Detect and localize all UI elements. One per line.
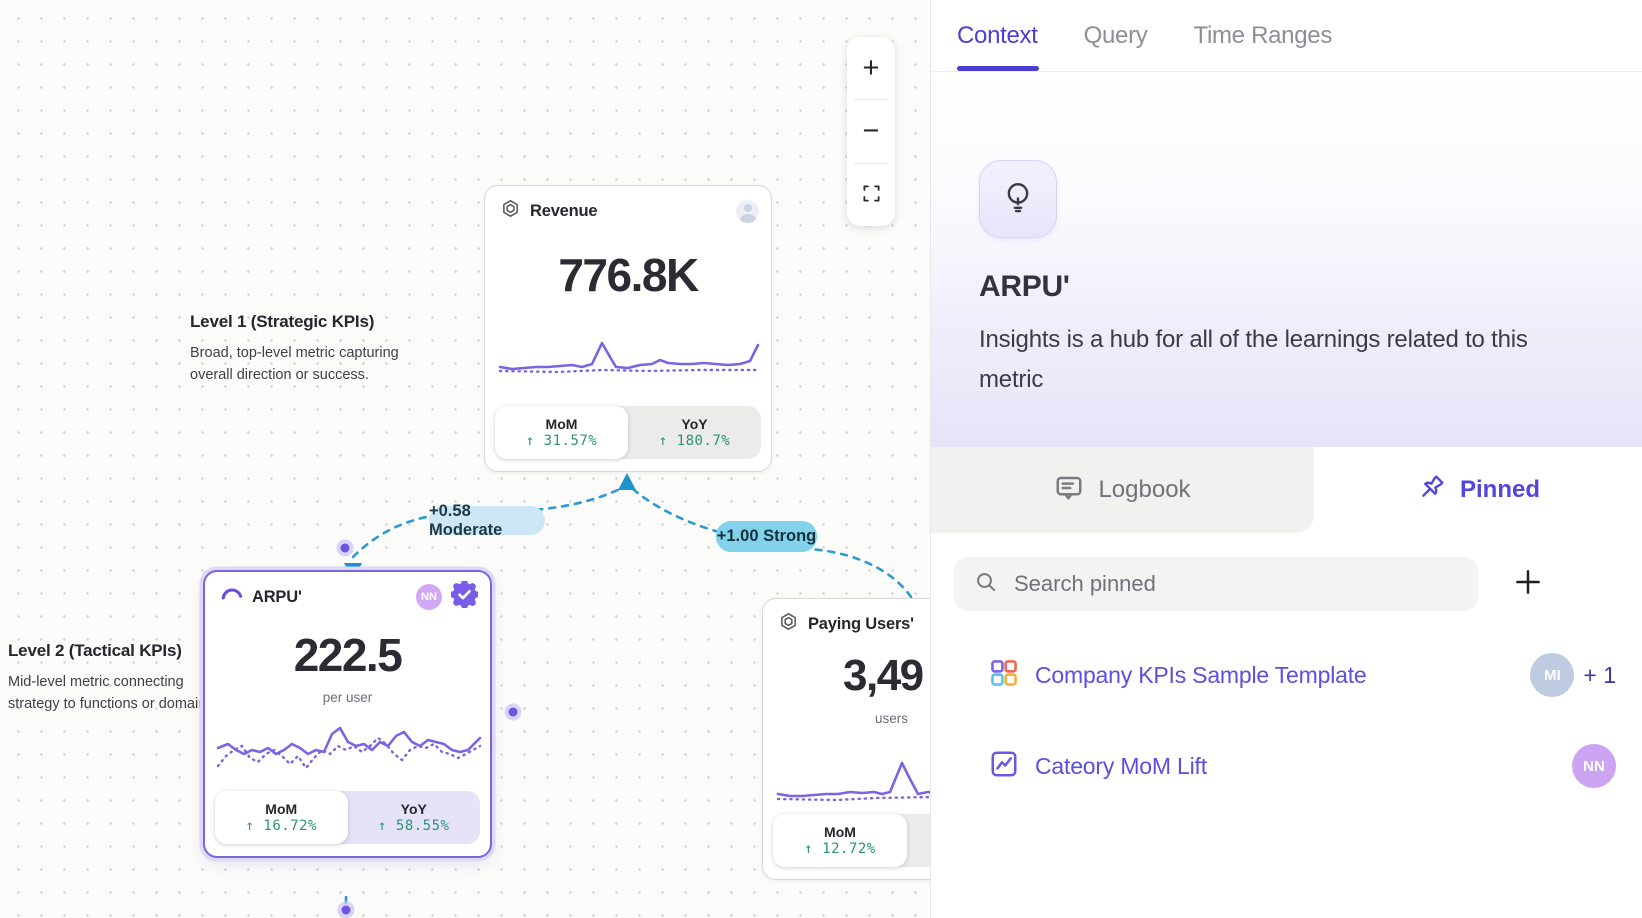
level2-description: Mid-level metric connecting strategy to … [8, 674, 218, 712]
tab-context[interactable]: Context [957, 0, 1039, 71]
metric-unit: users [875, 711, 909, 726]
tab-query[interactable]: Query [1083, 21, 1148, 49]
owner-avatar-icon [736, 199, 759, 223]
metric-icon-tile [979, 160, 1057, 238]
sparkline-chart [498, 341, 760, 374]
subtab-logbook[interactable]: Logbook [931, 447, 1314, 533]
mom-toggle[interactable]: MoM ↑ 31.57% [495, 406, 628, 459]
avatar: NN [1572, 744, 1616, 788]
card-title: ARPU' [252, 587, 302, 606]
metric-value: 3,49 [843, 651, 924, 700]
level1-description: Broad, top-level metric capturing overal… [190, 345, 399, 383]
edges-layer [336, 473, 915, 918]
hexagon-metric-icon [500, 198, 521, 224]
pinned-search-row [954, 557, 1616, 611]
metric-card-revenue[interactable]: Revenue 776.8K MoM ↑ 31.57% YoY [484, 185, 772, 472]
tab-time-ranges[interactable]: Time Ranges [1193, 21, 1333, 49]
connection-handle[interactable] [337, 901, 355, 918]
sidebar-tab-bar: Context Query Time Ranges [931, 0, 1642, 72]
sparkline-chart [216, 726, 482, 771]
stats-toggle-group: MoM ↑ 12.72% [773, 814, 930, 867]
sidebar-subtabs: Logbook Pinned [931, 447, 1642, 533]
connection-handle[interactable] [504, 703, 522, 721]
level1-annotation: Level 1 (Strategic KPIs) Broad, top-leve… [190, 312, 399, 386]
pushpin-icon [1416, 473, 1446, 508]
mom-toggle[interactable]: MoM ↑ 12.72% [773, 814, 907, 867]
metric-unit: per user [322, 690, 373, 705]
correlation-badge-strong[interactable]: +1.00 Strong [716, 521, 817, 552]
metric-card-arpu[interactable]: ARPU' NN 222.5 [203, 570, 492, 858]
logbook-comment-icon [1054, 473, 1084, 508]
metric-value: 222.5 [293, 629, 403, 681]
yoy-toggle[interactable]: YoY ↑ 180.7% [658, 416, 731, 449]
lightbulb-icon [1000, 179, 1036, 220]
metric-hero-panel: ARPU' Insights is a hub for all of the l… [931, 72, 1642, 447]
plus-icon [1513, 567, 1543, 602]
avatar: MI [1530, 653, 1575, 697]
canvas-zoom-toolbar: + − [847, 37, 895, 226]
metric-title: ARPU' [979, 270, 1070, 303]
edge-arpu-revenue [351, 487, 622, 559]
add-pinned-button[interactable] [1513, 567, 1543, 602]
subtab-pinned[interactable]: Pinned [1314, 447, 1642, 533]
metric-description: Insights is a hub for all of the learnin… [979, 326, 1528, 393]
connection-handle[interactable] [336, 539, 354, 557]
metric-value: 776.8K [558, 249, 699, 301]
metric-tree-canvas[interactable]: Level 1 (Strategic KPIs) Broad, top-leve… [0, 0, 930, 918]
metric-card-paying-users[interactable]: Paying Users' 3,49 users MoM ↑ 12.72% [762, 598, 930, 880]
stats-toggle-group: MoM ↑ 31.57% YoY ↑ 180.7% [495, 406, 761, 459]
zoom-in-button[interactable]: + [862, 51, 880, 84]
owner-avatar: NN [416, 584, 442, 610]
hexagon-metric-icon [778, 611, 799, 637]
card-title: Revenue [530, 201, 598, 220]
divider [854, 99, 888, 101]
search-pinned-input[interactable] [1014, 571, 1458, 597]
arc-metric-icon [220, 583, 243, 611]
level2-title: Level 2 (Tactical KPIs) [8, 641, 182, 660]
search-box[interactable] [954, 557, 1478, 611]
pinned-item-company-kpis[interactable]: Company KPIs Sample Template MI + 1 [989, 648, 1616, 702]
edge-paying-revenue [631, 487, 915, 602]
details-sidebar: Context Query Time Ranges ARPU' Insights… [930, 0, 1642, 918]
correlation-badge-moderate[interactable]: +0.58 Moderate [429, 502, 545, 539]
fit-view-icon [862, 178, 881, 211]
arrowhead-into-revenue [618, 473, 636, 490]
search-icon [974, 570, 998, 599]
sparkline-chart [776, 761, 930, 802]
verified-seal-icon [449, 579, 480, 613]
fit-view-button[interactable] [847, 164, 895, 226]
yoy-toggle[interactable]: YoY ↑ 58.55% [378, 801, 450, 834]
line-chart-icon [989, 749, 1019, 784]
level2-annotation: Level 2 (Tactical KPIs) Mid-level metric… [8, 641, 218, 715]
mom-toggle[interactable]: MoM ↑ 16.72% [215, 791, 348, 844]
stats-toggle-group: MoM ↑ 16.72% YoY ↑ 58.55% [215, 791, 480, 844]
divider [854, 162, 888, 164]
level1-title: Level 1 (Strategic KPIs) [190, 312, 375, 331]
template-grid-icon [989, 658, 1019, 693]
yoy-toggle[interactable] [907, 814, 930, 867]
zoom-out-button[interactable]: − [862, 114, 880, 147]
card-title: Paying Users' [808, 614, 914, 633]
pinned-item-cateory-mom-lift[interactable]: Cateory MoM Lift NN [989, 739, 1616, 793]
extra-collaborators-count: + 1 [1583, 661, 1616, 688]
